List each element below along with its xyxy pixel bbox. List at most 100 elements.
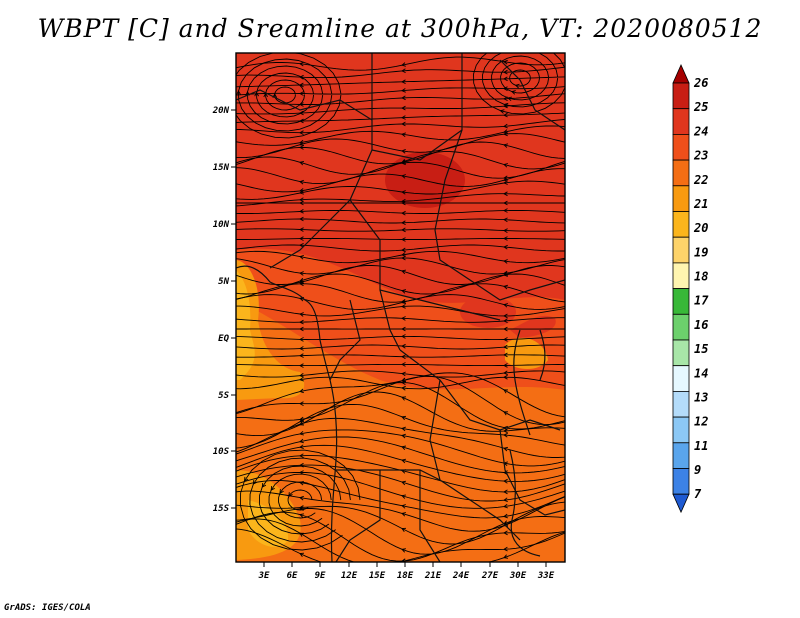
streamline-arrow	[299, 388, 304, 394]
streamline-arrow	[503, 200, 508, 206]
streamline-arrow	[503, 76, 508, 82]
streamline-arrow	[299, 430, 304, 436]
streamline-arrow	[401, 269, 406, 275]
lat-tick-label: 5S	[218, 391, 229, 401]
streamline-arrow	[401, 433, 406, 439]
streamline-arrow	[401, 68, 406, 74]
colorbar-segment	[672, 108, 690, 135]
streamline-arrow	[401, 343, 406, 349]
streamline-arrow	[507, 96, 513, 102]
streamline-arrow	[401, 334, 406, 339]
streamline	[473, 53, 565, 115]
streamline-arrow	[503, 546, 508, 552]
latitude-axis: 20N 15N 10N 5N EQ 5S 10S 15S	[212, 106, 236, 514]
streamline-arrow	[299, 227, 304, 232]
streamline-arrow	[503, 284, 509, 290]
colorbar-label: 11	[694, 439, 708, 453]
streamline-arrow	[503, 489, 508, 495]
streamline-arrow	[299, 161, 304, 166]
streamline-arrow	[299, 242, 304, 248]
colorbar-segment	[672, 390, 690, 418]
colorbar-label: 16	[694, 318, 708, 332]
streamline-arrow	[279, 489, 284, 494]
colorbar-segment	[672, 288, 690, 315]
streamline-arrow	[299, 401, 304, 406]
streamline-arrow	[503, 123, 508, 129]
lat-tick-label: 10N	[213, 220, 230, 230]
streamline-arrow	[503, 236, 508, 241]
streamline-arrow	[299, 190, 304, 195]
streamline-arrow	[503, 344, 508, 350]
streamline-arrow	[503, 411, 508, 416]
streamline-arrow	[503, 303, 509, 308]
streamline-arrow	[401, 121, 406, 127]
streamline-arrow	[401, 95, 406, 101]
streamline-arrow	[254, 91, 259, 97]
streamline-arrow	[299, 61, 304, 67]
streamline-arrow	[299, 110, 304, 116]
colorbar-label: 24	[693, 124, 708, 138]
streamline-arrow	[401, 255, 406, 261]
streamline-arrow	[401, 380, 406, 385]
streamline-arrow	[503, 446, 509, 452]
streamline-arrow	[401, 504, 406, 509]
streamline	[482, 53, 559, 108]
streamline-arrow	[299, 179, 304, 185]
streamline-arrow	[503, 69, 508, 75]
colorbar-label: 14	[694, 366, 708, 380]
streamline-arrow	[252, 479, 258, 485]
streamline-arrow	[503, 163, 509, 168]
streamline-arrow	[503, 272, 508, 277]
streamline-arrow	[228, 90, 232, 94]
colorbar-label: 7	[694, 487, 702, 501]
lat-tick-label: 15N	[213, 163, 230, 173]
streamline-arrow	[401, 174, 406, 179]
colorbar-label: 12	[694, 415, 708, 429]
colorbar-label: 21	[693, 197, 708, 211]
streamline-arrow	[299, 337, 304, 342]
streamline-arrow	[401, 445, 406, 451]
streamline-arrow	[401, 480, 406, 486]
streamline-arrow	[401, 227, 406, 233]
streamline-arrow	[401, 415, 407, 421]
field-coolest-west	[236, 270, 255, 380]
streamline-arrow	[299, 326, 304, 332]
streamline-arrow	[299, 513, 304, 518]
lon-tick-label: 21E	[424, 571, 442, 581]
streamline-arrow	[503, 530, 508, 536]
streamline-arrow	[401, 299, 407, 304]
streamline-arrow	[401, 494, 406, 499]
map-frame	[235, 52, 566, 563]
lon-tick-label: 33E	[537, 571, 555, 581]
streamline	[236, 528, 565, 562]
streamline-arrow	[401, 200, 406, 206]
lat-tick-label: 15S	[213, 504, 230, 514]
streamline-arrow	[503, 503, 508, 509]
colorbar-label: 19	[694, 245, 708, 259]
colorbar-label: 18	[694, 270, 708, 284]
streamline-arrow	[401, 289, 407, 294]
streamline	[274, 86, 296, 104]
streamline-arrow	[401, 527, 407, 533]
streamline-arrow	[514, 83, 520, 89]
streamline-arrow	[503, 513, 508, 519]
streamline-arrow	[299, 236, 304, 241]
streamline-arrow	[503, 143, 509, 148]
streamline-arrow	[401, 362, 406, 367]
streamline-arrow	[401, 105, 406, 111]
streamline-arrow	[299, 216, 304, 222]
streamline-arrow	[299, 420, 304, 426]
streamline-arrow	[401, 132, 406, 137]
streamline-arrow	[401, 79, 406, 85]
streamline-arrow	[401, 316, 406, 321]
streamline-arrow	[299, 312, 304, 317]
chart-title: WBPT [C] and Sreamline at 300hPa, VT: 20…	[37, 14, 763, 43]
streamline-arrow	[503, 389, 509, 394]
streamline-arrow	[503, 59, 508, 65]
country-borders	[236, 53, 565, 562]
streamline	[509, 69, 531, 87]
colorbar-label: 17	[694, 294, 709, 308]
streamline-arrow	[299, 353, 304, 358]
streamline-arrow	[299, 444, 304, 450]
streamline-arrow	[299, 495, 304, 501]
